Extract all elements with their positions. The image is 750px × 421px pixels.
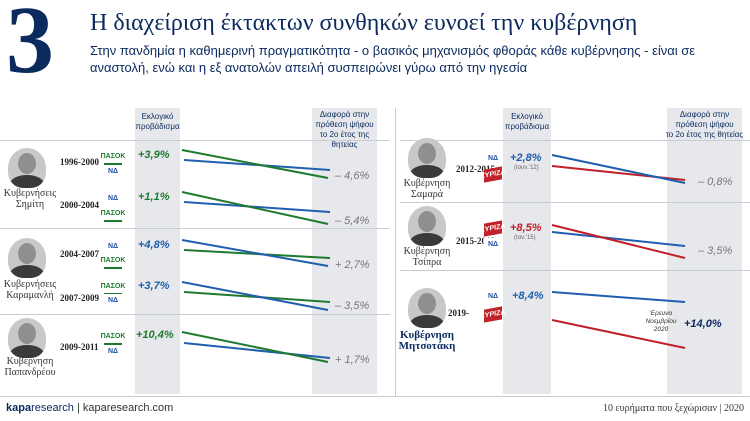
- lead-value: +10,4%: [136, 329, 174, 341]
- divider: [400, 202, 750, 203]
- pasok-logo-icon: ΠΑΣΟΚ: [101, 207, 125, 222]
- mitsotakis-photo-icon: [408, 288, 446, 328]
- divider: [0, 228, 390, 229]
- series-line-secondary: [183, 342, 331, 359]
- person-name: Κυβέρνηση Μητσοτάκη: [398, 329, 456, 352]
- lead-value: +1,1%: [138, 191, 170, 203]
- period-label: 1996-2000: [60, 157, 99, 167]
- series-line: [181, 239, 329, 267]
- simitis-photo-icon: [8, 148, 46, 188]
- change-value: + 1,7%: [335, 354, 370, 366]
- nd-logo-icon: ΝΔ: [104, 165, 122, 178]
- lead-value: +3,7%: [138, 280, 170, 292]
- footer: [0, 396, 750, 421]
- period-label: 2015-2019: [456, 236, 495, 246]
- change-value: +14,0%: [684, 318, 722, 330]
- pasok-logo-icon: ΠΑΣΟΚ: [101, 150, 125, 165]
- pasok-logo-icon: ΠΑΣΟΚ: [101, 280, 125, 295]
- series-line: [551, 154, 686, 184]
- lead-value: +8,5%: [510, 222, 542, 234]
- divider: [400, 270, 750, 271]
- brand-logo: kaparesearch | kaparesearch.com: [6, 402, 174, 414]
- lead-note: (Ιουν.'12): [514, 165, 539, 171]
- nd-logo-icon: ΝΔ: [104, 345, 122, 358]
- diff-column-label: Διαφορά στην πρόθεση ψήφου το 2ο έτος τη…: [665, 110, 744, 139]
- person-name: Κυβέρνηση Παπανδρέου: [4, 356, 56, 378]
- vote-column-label: Εκλογικό προβάδισμα: [135, 112, 180, 131]
- change-value: – 3,5%: [698, 245, 733, 257]
- nd-logo-icon: ΝΔ: [484, 152, 502, 165]
- vote-column-label: Εκλογικό προβάδισμα: [504, 112, 550, 131]
- lead-value: +4,8%: [138, 239, 170, 251]
- series-line-secondary: [551, 231, 686, 247]
- lead-value: +8,4%: [512, 290, 544, 302]
- series-line: [551, 291, 686, 303]
- papandreou-photo-icon: [8, 318, 46, 358]
- nd-logo-icon: ΝΔ: [484, 290, 502, 303]
- person-name: Κυβέρνηση Τσίπρα: [403, 246, 451, 268]
- diff-column-label: Διαφορά στην πρόθεση ψήφου το 2ο έτος τη…: [315, 110, 374, 149]
- vote-band-left: [135, 108, 180, 394]
- divider: [0, 314, 390, 315]
- person-name: Κυβερνήσεις Σημίτη: [3, 188, 57, 210]
- lead-note: (Ιαν.'15): [514, 235, 536, 241]
- change-value: – 3,5%: [335, 300, 370, 312]
- center-divider: [395, 108, 396, 396]
- nd-logo-icon: ΝΔ: [104, 294, 122, 307]
- change-value: – 0,8%: [698, 176, 733, 188]
- period-label: 2004-2007: [60, 249, 99, 259]
- section-number: 3: [6, 0, 54, 93]
- lead-value: +3,9%: [138, 149, 170, 161]
- nd-logo-icon: ΝΔ: [104, 240, 122, 253]
- period-label: 2009-2011: [60, 342, 99, 352]
- series-line: [181, 191, 329, 225]
- karamanlis-photo-icon: [8, 238, 46, 278]
- vote-band-right: [503, 108, 551, 394]
- series-line: [181, 281, 329, 311]
- pasok-logo-icon: ΠΑΣΟΚ: [101, 254, 125, 269]
- period-label: 2019-: [448, 308, 469, 318]
- period-label: 2012-2015: [456, 164, 495, 174]
- series-note: 10 ευρήματα που ξεχώρισαν | 2020: [602, 403, 744, 414]
- change-value: – 5,4%: [335, 215, 370, 227]
- period-label: 2007-2009: [60, 293, 99, 303]
- change-note: Έρευνα Νοεμβρίου 2020: [645, 310, 677, 333]
- person-name: Κυβέρνηση Σαμαρά: [403, 178, 451, 200]
- change-value: + 2,7%: [335, 259, 370, 271]
- series-line-secondary: [551, 319, 686, 349]
- divider: [400, 140, 750, 141]
- page-subtitle: Στην πανδημία η καθημερινή πραγματικότητ…: [90, 43, 696, 75]
- change-value: – 4,6%: [335, 170, 370, 182]
- pasok-logo-icon: ΠΑΣΟΚ: [101, 330, 125, 345]
- divider: [0, 140, 390, 141]
- nd-logo-icon: ΝΔ: [104, 192, 122, 205]
- series-line: [181, 331, 329, 363]
- diff-band-left: [312, 108, 377, 394]
- tsipras-photo-icon: [408, 206, 446, 246]
- nd-logo-icon: ΝΔ: [484, 238, 502, 251]
- series-line-secondary: [183, 201, 331, 213]
- series-line: [551, 224, 686, 259]
- samaras-photo-icon: [408, 138, 446, 178]
- page-title: Η διαχείριση έκτακτων συνθηκών ευνοεί τη…: [90, 10, 638, 36]
- series-line: [181, 149, 329, 179]
- lead-value: +2,8%: [510, 152, 542, 164]
- person-name: Κυβερνήσεις Καραμανλή: [3, 279, 57, 301]
- period-label: 2000-2004: [60, 200, 99, 210]
